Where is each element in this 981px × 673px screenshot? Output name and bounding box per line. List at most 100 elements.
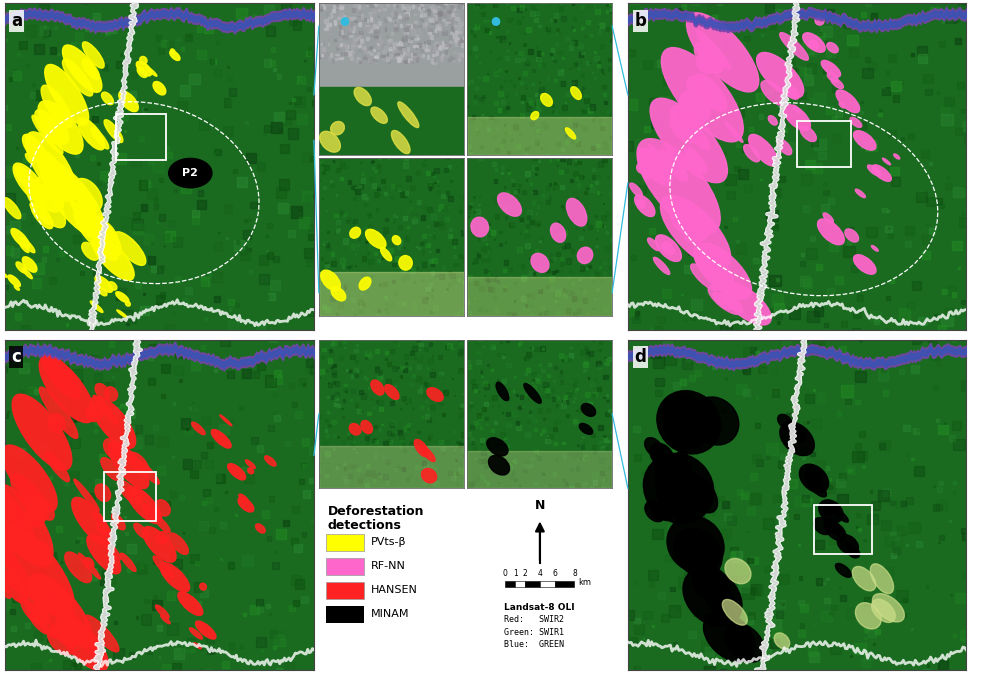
- Bar: [428, 10, 430, 15]
- Bar: [331, 53, 333, 57]
- Bar: [967, 129, 978, 139]
- Bar: [374, 438, 376, 439]
- Bar: [293, 355, 297, 359]
- Bar: [517, 144, 518, 145]
- Bar: [376, 208, 379, 211]
- Bar: [523, 306, 525, 309]
- Bar: [535, 250, 538, 252]
- Bar: [374, 425, 377, 428]
- Bar: [753, 258, 758, 263]
- Bar: [798, 630, 805, 637]
- Bar: [578, 485, 581, 488]
- Bar: [368, 14, 372, 15]
- Ellipse shape: [871, 599, 896, 623]
- Bar: [358, 9, 361, 13]
- Bar: [195, 621, 202, 629]
- Bar: [463, 194, 468, 199]
- Bar: [543, 282, 546, 285]
- Bar: [868, 61, 877, 70]
- Bar: [536, 173, 538, 176]
- Bar: [398, 41, 401, 45]
- Bar: [386, 459, 390, 464]
- Bar: [839, 587, 841, 588]
- Bar: [783, 513, 788, 518]
- Bar: [492, 193, 496, 197]
- Bar: [366, 464, 369, 467]
- Bar: [937, 198, 943, 203]
- Bar: [36, 169, 41, 174]
- Bar: [532, 166, 537, 171]
- Bar: [371, 17, 373, 20]
- Bar: [962, 571, 968, 577]
- Bar: [167, 623, 178, 635]
- Bar: [603, 203, 604, 204]
- Bar: [266, 235, 268, 237]
- Bar: [776, 279, 780, 283]
- Bar: [648, 98, 657, 106]
- Bar: [596, 387, 600, 390]
- Bar: [923, 507, 930, 513]
- Ellipse shape: [15, 285, 20, 290]
- Bar: [318, 414, 321, 418]
- Bar: [474, 4, 478, 9]
- Bar: [514, 478, 517, 481]
- Bar: [565, 139, 567, 141]
- Bar: [570, 178, 573, 182]
- Bar: [540, 236, 542, 240]
- Bar: [382, 55, 386, 57]
- Bar: [507, 17, 511, 22]
- Bar: [577, 183, 581, 186]
- Bar: [551, 317, 553, 318]
- Bar: [298, 378, 306, 385]
- Bar: [259, 256, 268, 264]
- Bar: [43, 246, 48, 252]
- Bar: [857, 451, 866, 460]
- Ellipse shape: [660, 149, 688, 182]
- Bar: [346, 220, 349, 223]
- Bar: [599, 127, 603, 131]
- Bar: [406, 12, 409, 15]
- Ellipse shape: [809, 475, 823, 489]
- Bar: [706, 287, 713, 293]
- Bar: [568, 282, 569, 283]
- Bar: [393, 26, 398, 30]
- Bar: [438, 191, 439, 194]
- Bar: [499, 243, 502, 246]
- Bar: [413, 32, 414, 34]
- Bar: [611, 37, 613, 40]
- Bar: [634, 426, 640, 432]
- Bar: [180, 495, 183, 500]
- Bar: [470, 425, 474, 429]
- Bar: [607, 436, 610, 439]
- Bar: [164, 234, 169, 240]
- Bar: [375, 246, 379, 250]
- Bar: [362, 256, 366, 261]
- Bar: [335, 4, 337, 6]
- Bar: [422, 234, 426, 238]
- Ellipse shape: [667, 516, 724, 573]
- Bar: [324, 19, 328, 23]
- Bar: [583, 290, 587, 294]
- Ellipse shape: [13, 163, 46, 203]
- Bar: [526, 106, 531, 111]
- Bar: [327, 55, 331, 59]
- Bar: [343, 284, 346, 287]
- Bar: [336, 313, 338, 316]
- Bar: [353, 219, 357, 223]
- Bar: [242, 555, 253, 566]
- Bar: [472, 262, 474, 264]
- Bar: [269, 627, 275, 633]
- Bar: [390, 349, 393, 353]
- Bar: [583, 298, 588, 303]
- Bar: [100, 555, 102, 557]
- Bar: [248, 248, 251, 251]
- Bar: [318, 166, 327, 174]
- Bar: [369, 177, 372, 180]
- Bar: [778, 573, 789, 584]
- Bar: [445, 21, 447, 25]
- Bar: [365, 241, 367, 242]
- Bar: [362, 194, 366, 199]
- Bar: [464, 425, 466, 427]
- Bar: [573, 171, 578, 176]
- Bar: [397, 16, 401, 17]
